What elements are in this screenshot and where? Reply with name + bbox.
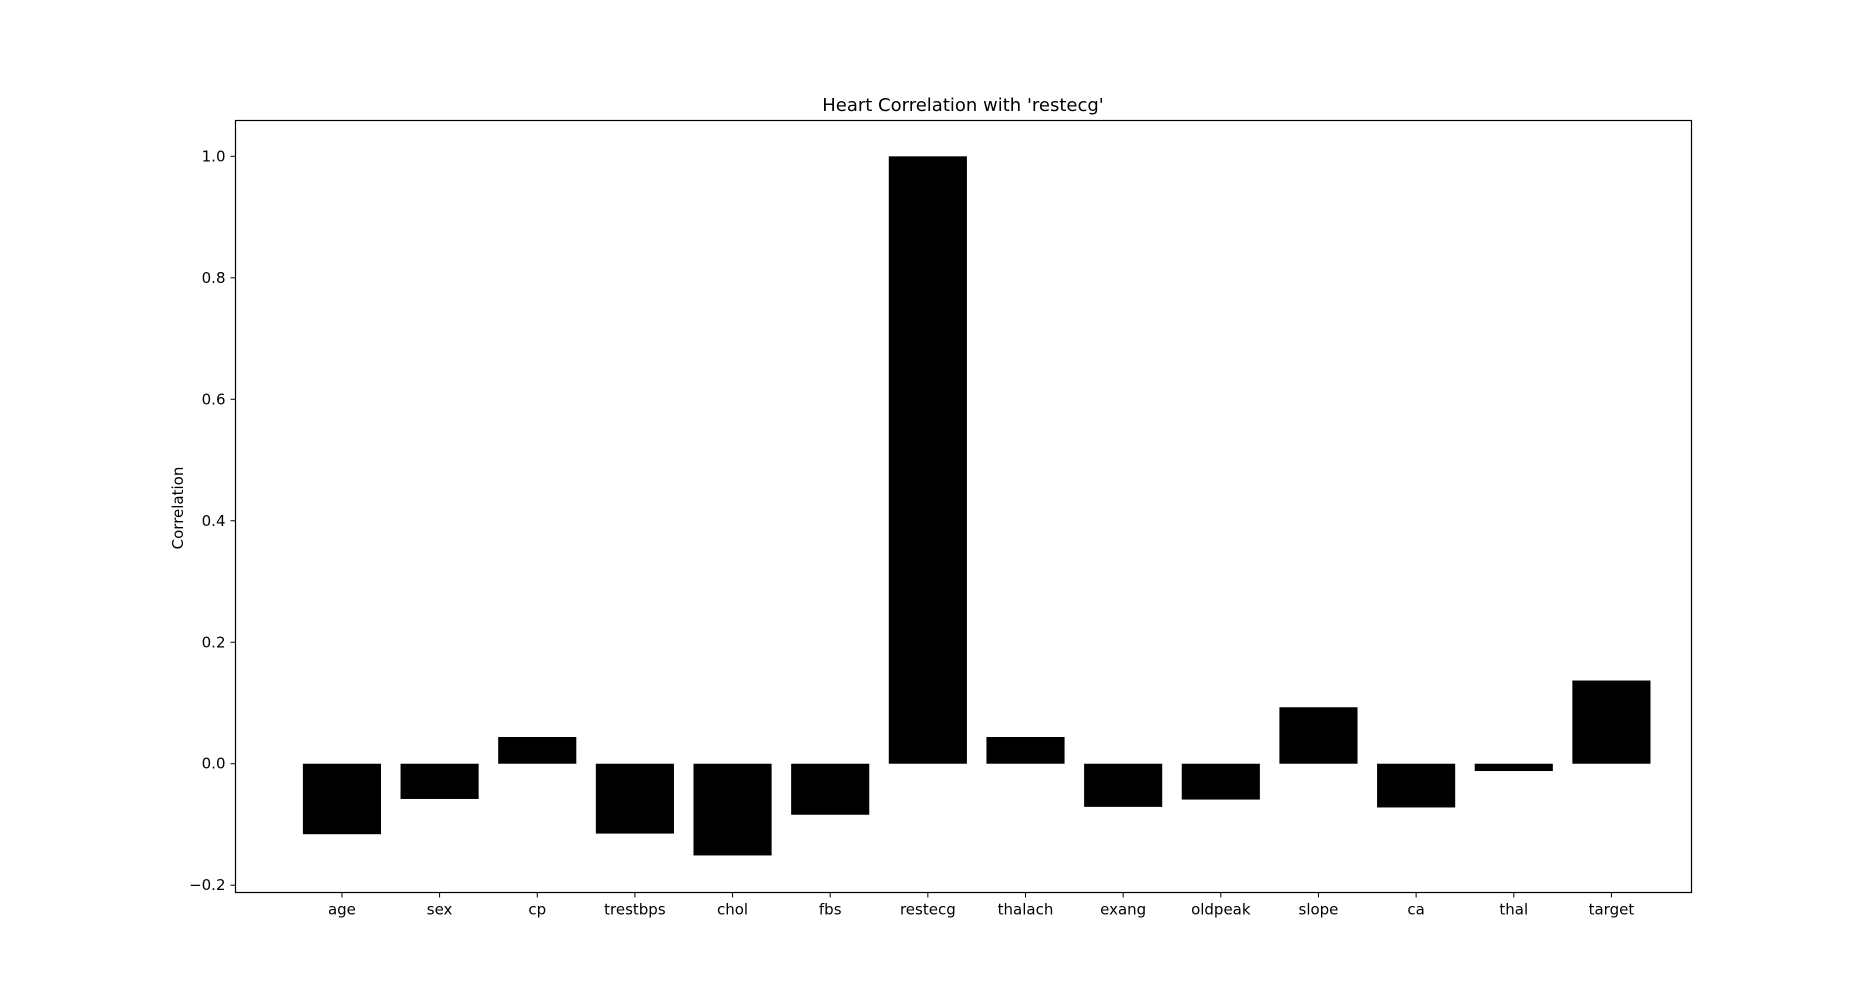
x-tick-label: oldpeak (1191, 901, 1251, 919)
bars-group (302, 156, 1651, 856)
y-axis-ticks: −0.2 0.0 0.2 0.4 0.6 0.8 1.0 (189, 147, 236, 894)
x-tick-label: thalach (998, 901, 1054, 919)
chart-title: Heart Correlation with 'restecg' (822, 95, 1104, 116)
x-tick-label: chol (717, 901, 748, 919)
plot-frame (234, 119, 1693, 894)
bar-fbs (791, 763, 870, 815)
x-tick-label: sex (427, 901, 453, 919)
bar-cp (498, 737, 577, 764)
x-tick-label: thal (1499, 901, 1528, 919)
bar-trestbps (595, 763, 674, 834)
x-tick-label: exang (1100, 901, 1146, 919)
y-tick-label: 0.8 (202, 269, 226, 287)
x-tick-label: target (1589, 901, 1635, 919)
y-tick-label: 0.0 (202, 755, 226, 773)
bar-exang (1084, 763, 1163, 807)
y-tick-label: 0.2 (202, 633, 226, 651)
x-tick-label: ca (1407, 901, 1424, 919)
bar-thalach (986, 737, 1065, 764)
x-tick-label: trestbps (604, 901, 666, 919)
x-tick-label: cp (528, 901, 546, 919)
x-tick-label: restecg (900, 901, 956, 919)
bar-restecg (888, 156, 967, 764)
y-tick-label: 0.4 (202, 512, 226, 530)
bar-target (1572, 680, 1651, 764)
y-tick-label: 1.0 (202, 147, 226, 165)
y-tick-label: −0.2 (189, 876, 225, 894)
bar-slope (1279, 707, 1358, 764)
bar-oldpeak (1181, 763, 1260, 800)
bar-ca (1377, 763, 1456, 808)
bar-age (302, 763, 382, 835)
bar-chol (693, 763, 772, 856)
x-tick-label: fbs (819, 901, 842, 919)
x-tick-label: age (328, 901, 356, 919)
x-axis-ticks: age sex cp trestbps chol fbs restecg thalach exa… (328, 892, 1635, 919)
y-axis-label: Correlation (169, 467, 187, 550)
y-tick-label: 0.6 (202, 390, 226, 408)
x-tick-label: slope (1299, 901, 1339, 919)
bar-sex (400, 763, 479, 799)
bar-thal (1474, 763, 1553, 772)
